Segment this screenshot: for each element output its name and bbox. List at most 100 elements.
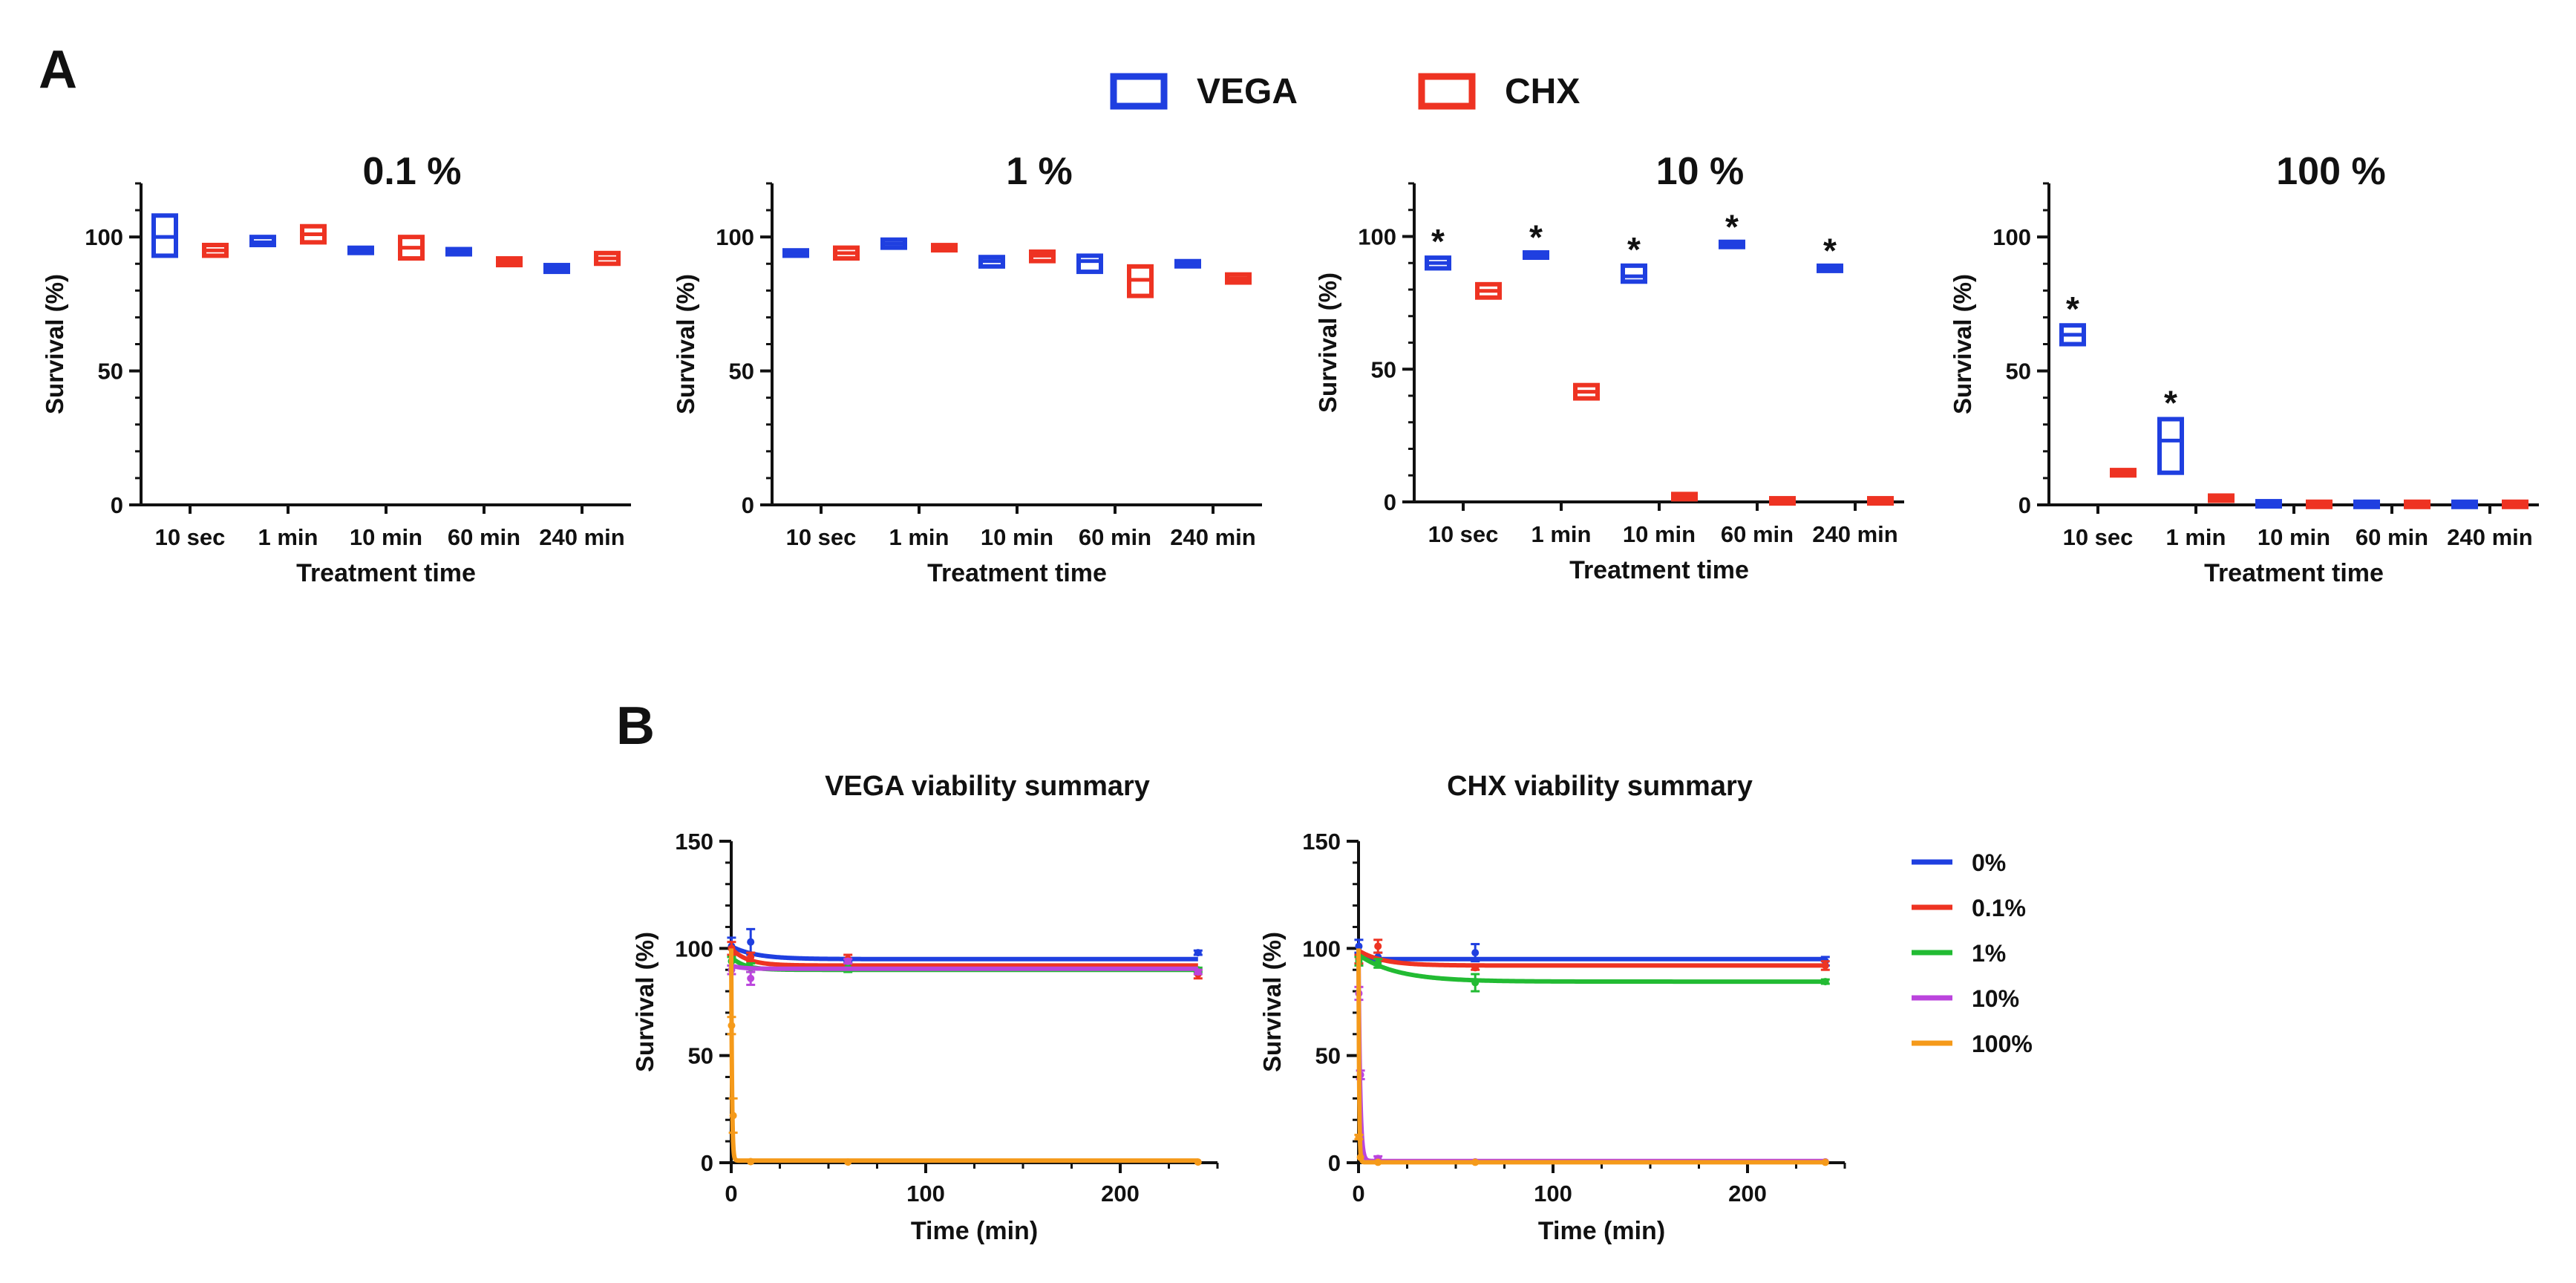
data-point-100 bbox=[1374, 1158, 1382, 1166]
legend-label-chx: CHX bbox=[1505, 72, 1580, 111]
data-point-0-1 bbox=[1821, 962, 1829, 970]
x-tick-label: 100 bbox=[1534, 1181, 1572, 1207]
fit-line-0-1 bbox=[1356, 948, 1825, 968]
y-tick-label: 0 bbox=[1384, 489, 1396, 515]
y-axis-label: Survival (%) bbox=[41, 274, 68, 414]
legend-label-0: 0% bbox=[1972, 849, 2006, 876]
x-tick-label: 0 bbox=[1352, 1181, 1364, 1207]
x-tick-label: 200 bbox=[1101, 1181, 1140, 1207]
fit-line-100 bbox=[729, 948, 1198, 1163]
box-chx-10-sec bbox=[2110, 468, 2137, 478]
x-tick-label: 1 min bbox=[258, 524, 318, 550]
x-tick-label: 10 min bbox=[1623, 521, 1696, 547]
y-tick-label: 50 bbox=[688, 1043, 713, 1069]
y-tick-label: 50 bbox=[1315, 1043, 1341, 1069]
y-tick-label: 0 bbox=[1328, 1150, 1341, 1176]
y-tick-label: 150 bbox=[1302, 829, 1341, 855]
legend-treatment: VEGA CHX bbox=[1110, 72, 1580, 111]
x-tick-label: 60 min bbox=[1079, 524, 1151, 550]
chart-title: 100 % bbox=[2276, 150, 2385, 193]
box-vega-1-min bbox=[1523, 250, 1549, 261]
x-axis-label: Time (min) bbox=[1538, 1217, 1665, 1245]
chart-title: CHX viability summary bbox=[1447, 771, 1753, 802]
x-tick-label: 10 sec bbox=[786, 524, 857, 550]
box-chx-60-min bbox=[496, 256, 523, 268]
x-axis-label: Treatment time bbox=[1569, 556, 1749, 584]
legend-swatch-chx bbox=[1418, 73, 1476, 110]
data-point-1 bbox=[1471, 979, 1480, 987]
data-point-100 bbox=[844, 1158, 852, 1166]
x-tick-label: 60 min bbox=[2356, 524, 2428, 550]
chart-title: 1 % bbox=[1006, 150, 1073, 193]
data-point-10 bbox=[844, 957, 852, 965]
box-chx-1-min bbox=[931, 243, 958, 253]
x-tick-label: 10 min bbox=[350, 524, 422, 550]
chart-b-vega-summary: VEGA viability summary 0 50 100 150 0 100 200 Ti… bbox=[631, 771, 1219, 1245]
data-point-0 bbox=[1355, 942, 1363, 950]
x-tick-label: 100 bbox=[906, 1181, 945, 1207]
fit-line-0 bbox=[730, 944, 1198, 962]
data-point-0 bbox=[1471, 949, 1480, 957]
fit-line-100 bbox=[1356, 948, 1825, 1165]
significance-marker: * bbox=[2066, 290, 2079, 328]
y-tick-label: 0 bbox=[111, 492, 123, 518]
box-chx-10-min bbox=[1671, 492, 1698, 502]
significance-marker: * bbox=[1725, 207, 1739, 246]
data-point-100 bbox=[1355, 1133, 1363, 1141]
x-axis-label: Treatment time bbox=[2204, 559, 2384, 587]
box-vega-60-min bbox=[445, 247, 472, 257]
data-point-100 bbox=[729, 1111, 737, 1120]
fit-line-0 bbox=[1356, 947, 1825, 962]
x-tick-label: 10 min bbox=[2258, 524, 2330, 550]
chart-a-0-1-percent: 0.1 % 0 50 100 10 sec 1 min 10 min 60 min 240 mi… bbox=[41, 150, 631, 587]
legend-concentration: 0% 0.1% 1% 10% 100% bbox=[1912, 849, 2033, 1057]
chart-title: 10 % bbox=[1656, 150, 1745, 193]
x-tick-label: 200 bbox=[1728, 1181, 1767, 1207]
x-tick-label: 10 sec bbox=[2063, 524, 2134, 550]
chart-title: 0.1 % bbox=[363, 150, 462, 193]
x-tick-label: 10 min bbox=[981, 524, 1053, 550]
y-axis-label: Survival (%) bbox=[1258, 932, 1286, 1072]
y-axis-label: Survival (%) bbox=[1314, 272, 1341, 413]
fit-line-0-1 bbox=[729, 946, 1198, 968]
significance-marker: * bbox=[2164, 384, 2177, 422]
box-vega-10-min bbox=[1621, 263, 1647, 284]
significance-marker: * bbox=[1823, 232, 1837, 270]
box-vega-240-min bbox=[2451, 499, 2478, 509]
x-axis-label: Treatment time bbox=[296, 559, 476, 587]
data-point-100 bbox=[1471, 1158, 1480, 1166]
significance-marker: * bbox=[1431, 222, 1445, 261]
box-vega-240-min bbox=[1817, 263, 1843, 273]
box-vega-240-min bbox=[543, 263, 570, 275]
legend-label-0-1: 0.1% bbox=[1972, 895, 2026, 921]
y-tick-label: 50 bbox=[729, 359, 754, 385]
data-point-10 bbox=[747, 974, 755, 982]
data-point-100 bbox=[728, 1022, 736, 1030]
y-tick-label: 0 bbox=[701, 1150, 713, 1176]
y-tick-label: 100 bbox=[85, 224, 123, 250]
x-tick-label: 10 sec bbox=[1428, 521, 1499, 547]
y-tick-label: 100 bbox=[1302, 936, 1341, 962]
x-tick-label: 1 min bbox=[889, 524, 949, 550]
data-point-100 bbox=[1194, 1158, 1202, 1166]
y-tick-label: 100 bbox=[675, 936, 713, 962]
significance-marker: * bbox=[1627, 230, 1641, 269]
box-vega-240-min bbox=[1174, 258, 1201, 269]
x-tick-label: 0 bbox=[725, 1181, 737, 1207]
chart-a-100-percent: 100 % 0 50 100 10 sec 1 min 10 min 60 min 240 mi… bbox=[1949, 150, 2539, 587]
data-point-100 bbox=[747, 1158, 755, 1166]
data-point-0-1 bbox=[747, 953, 755, 961]
x-tick-label: 1 min bbox=[2166, 524, 2226, 550]
fit-line-10 bbox=[730, 963, 1198, 971]
fit-line-10 bbox=[1356, 954, 1825, 1163]
data-point-0-1 bbox=[1374, 942, 1382, 950]
y-axis-label: Survival (%) bbox=[1949, 274, 1976, 414]
data-point-0-1 bbox=[1471, 964, 1480, 972]
box-chx-60-min bbox=[2404, 499, 2430, 509]
box-vega-60-min bbox=[1076, 253, 1103, 275]
data-point-0 bbox=[1194, 949, 1202, 957]
x-tick-label: 240 min bbox=[2447, 524, 2532, 550]
legend-label-vega: VEGA bbox=[1197, 72, 1298, 111]
y-tick-label: 50 bbox=[2006, 359, 2031, 385]
